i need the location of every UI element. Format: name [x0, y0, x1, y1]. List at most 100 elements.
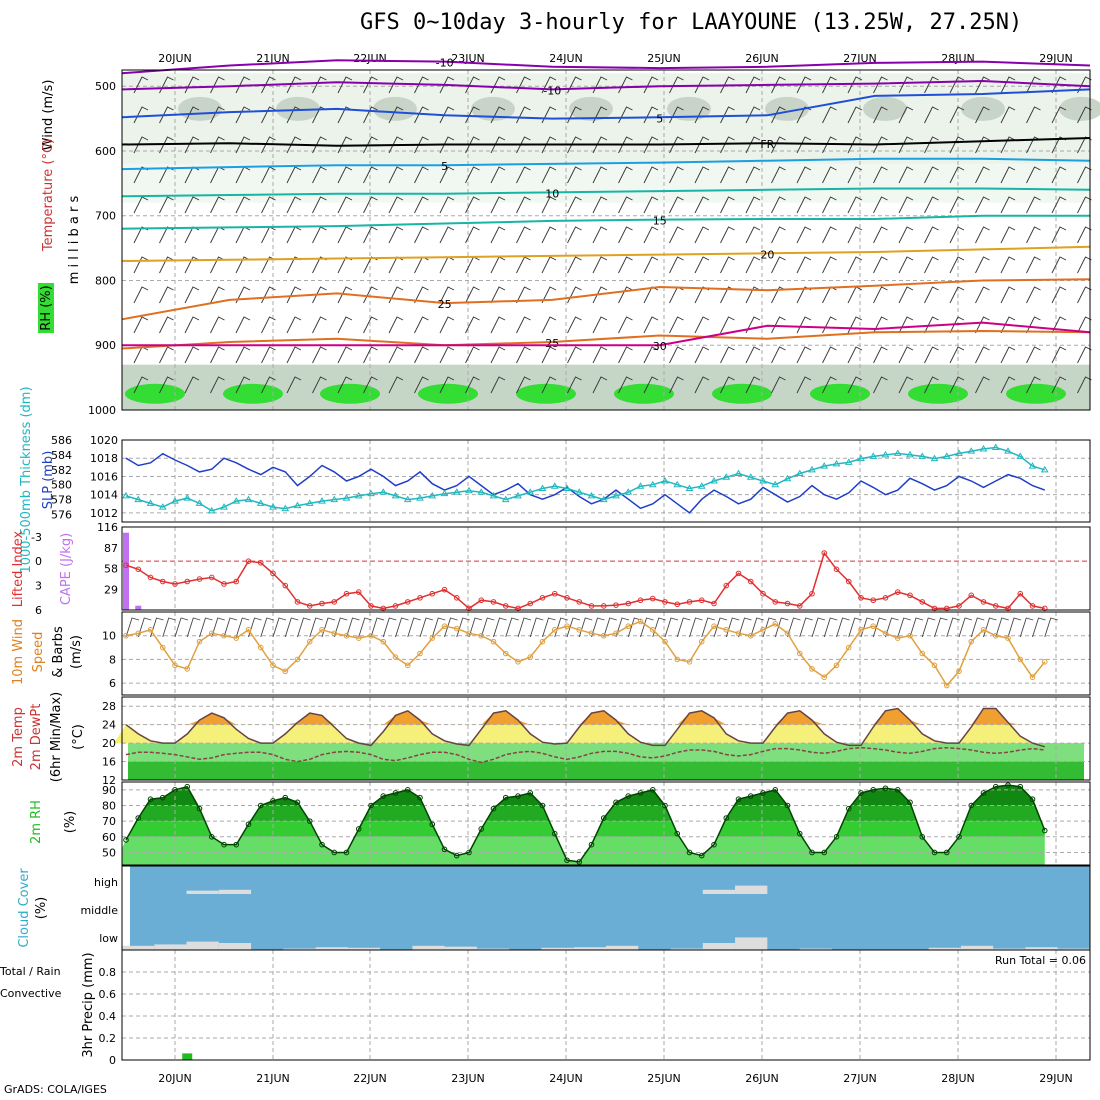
wind-barb	[133, 106, 149, 124]
wind-barb	[847, 376, 863, 394]
temp-area-yellow	[113, 708, 1045, 744]
2m-rh-line-point	[600, 815, 607, 821]
2m-rh-line-point	[1017, 783, 1024, 790]
rh-moist-patch	[614, 383, 674, 404]
10m-wind-speed-line-point	[980, 626, 987, 633]
wind-barb	[643, 376, 659, 394]
10m-wind-speed-line-point	[196, 638, 203, 645]
wind-barb	[669, 136, 684, 154]
rh-tick-label: 90	[102, 784, 116, 797]
thickness-line-point	[759, 477, 767, 484]
wind-barb	[388, 346, 404, 364]
wind-barb	[949, 376, 965, 394]
thickness-line-point	[342, 494, 351, 501]
rh-tick-label: 50	[102, 846, 116, 859]
10m-wind-barb	[517, 617, 532, 638]
lifted-index-line-point	[270, 570, 276, 577]
10m-wind-speed-line-point	[992, 632, 999, 639]
thickness-line-point	[477, 488, 486, 495]
rh-label: RH (%)	[39, 285, 54, 330]
thickness-line-point	[367, 489, 375, 497]
10m-wind-barb	[603, 617, 617, 638]
wind-barb	[694, 226, 710, 244]
wind-barb	[439, 196, 455, 214]
wind-barb	[337, 226, 353, 244]
wind-barb	[261, 346, 276, 364]
wind-barb	[286, 106, 302, 124]
wind-barb	[567, 76, 582, 94]
2m-rh-line-point	[907, 799, 913, 806]
wind-barb	[1026, 346, 1041, 364]
thickness-line-point	[452, 488, 461, 495]
10m-wind-speed-line-point	[772, 621, 779, 627]
wind-barb	[796, 136, 812, 154]
lifted-index-line-point	[1029, 603, 1036, 609]
wind-barb	[1051, 316, 1067, 334]
10m-wind-barb	[297, 617, 311, 638]
slp-tick-label: 1016	[90, 470, 118, 483]
wind-barb	[516, 316, 531, 334]
wind-barb	[771, 256, 786, 274]
wind-barb	[516, 376, 531, 394]
10m-wind-speed-line-point	[233, 635, 240, 641]
wind-barb	[159, 136, 174, 154]
lifted-index-line-point	[159, 578, 166, 585]
lifted-index-line-point	[539, 594, 546, 601]
lifted-index-line-point	[453, 594, 460, 601]
wind-barb	[720, 256, 735, 274]
temp-axis-label-2: 2m DewPt	[29, 704, 44, 771]
10m-wind-speed-line-point	[625, 623, 632, 630]
10m-wind-speed-line-point	[135, 630, 142, 637]
x-tick-label-top: 27JUN	[843, 52, 877, 65]
wind-barb	[1000, 136, 1016, 154]
wind-barb	[210, 106, 225, 124]
10m-wind-speed-line-point	[502, 650, 509, 657]
wind-barb	[643, 226, 659, 244]
thickness-line-point	[195, 499, 204, 506]
10m-wind-speed-line-point	[282, 668, 289, 675]
lifted-index-line-point	[490, 599, 497, 605]
thickness-line-point	[330, 495, 339, 503]
wind-barb	[949, 196, 965, 214]
wind-barb	[949, 166, 965, 184]
10m-wind-barb	[615, 617, 630, 638]
10m-wind-speed-line-point	[159, 644, 166, 651]
2m-temp-line	[125, 707, 1046, 748]
wind-barb	[771, 226, 786, 244]
cape-frame	[121, 526, 1091, 611]
thickness-line-point	[624, 488, 633, 495]
wind-barb	[414, 196, 429, 214]
wind-barb	[669, 346, 684, 364]
cloud-level-label: low	[99, 932, 118, 945]
wind-barb	[975, 106, 990, 124]
10m-wind-speed-line-point	[1005, 635, 1011, 641]
thickness-tick-label: 578	[51, 494, 72, 507]
wind-barb	[847, 166, 863, 184]
wind-barb	[771, 346, 786, 364]
wind-barb	[898, 136, 914, 154]
lifted-index-line-point	[233, 578, 240, 585]
wind-barb	[949, 136, 965, 154]
thickness-tick-label: 584	[51, 449, 72, 462]
cloud-level-label: high	[94, 876, 118, 889]
10m-wind-speed-line-point	[674, 656, 681, 663]
wind-barb	[1051, 166, 1067, 184]
10m-wind-speed-line-point	[551, 626, 558, 633]
rh-moist-patch	[418, 383, 478, 404]
wind-barb	[822, 196, 837, 214]
rh-moist-patch	[908, 383, 968, 404]
wind-barb	[235, 286, 251, 304]
10m-wind-barb	[431, 617, 446, 638]
wind-barb	[643, 76, 659, 94]
thickness-line-point	[416, 494, 424, 501]
10m-wind-speed-line-point	[588, 630, 595, 637]
10m-wind-speed-line-point	[1041, 659, 1048, 665]
lifted-index-line-point	[711, 600, 717, 607]
wind-barb	[1026, 196, 1041, 214]
wind-barb	[669, 166, 684, 184]
lifted-index-line-point	[1017, 590, 1024, 597]
wind-tick-label: 10	[102, 630, 116, 643]
2m-rh-line-point	[282, 794, 289, 801]
wind-barb	[210, 376, 225, 394]
10m-wind-speed-line-point	[380, 638, 387, 645]
